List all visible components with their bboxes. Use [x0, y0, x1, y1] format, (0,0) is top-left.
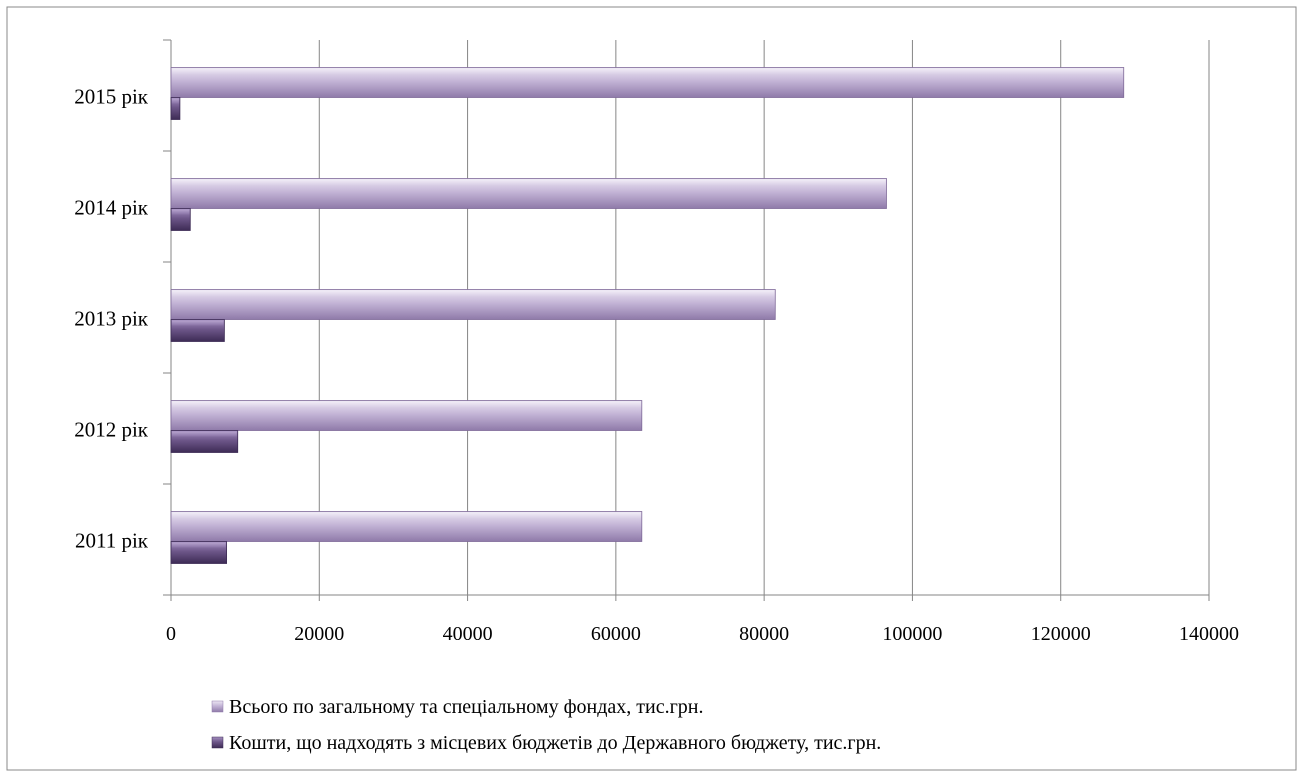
legend-entry-total: Всього по загальному та спеціальному фон… [211, 696, 704, 718]
legend-swatch-total [211, 700, 224, 713]
legend-swatch-transfers [211, 736, 224, 749]
bar-total-highlight [172, 68, 1123, 75]
chart-border [6, 6, 1297, 771]
x-tick-labels: 0 20000 40000 60000 80000 100000 120000 140000 [166, 623, 1239, 645]
bars [170, 67, 1125, 564]
x-tick-label: 80000 [739, 623, 789, 645]
bar-transfers-highlight [172, 209, 190, 215]
legend: Всього по загальному та спеціальному фон… [211, 696, 881, 754]
bar-transfers-5 [170, 97, 181, 120]
bar-transfers-highlight [172, 320, 224, 326]
category-label: 2012 рік [74, 418, 149, 442]
category-label: 2014 рік [74, 196, 149, 220]
bar-total-highlight [172, 401, 641, 408]
bar-total-highlight [172, 290, 775, 297]
legend-entry-transfers: Кошти, що надходять з місцевих бюджетів … [211, 732, 881, 754]
x-tick-label: 40000 [443, 623, 493, 645]
bar-transfers-highlight [172, 542, 226, 548]
bar-total-highlight [172, 512, 641, 519]
category-label: 2013 рік [74, 307, 149, 331]
category-label: 2011 рік [75, 529, 149, 553]
legend-label-total: Всього по загальному та спеціальному фон… [229, 696, 704, 718]
bar-total-highlight [172, 179, 886, 186]
category-labels: 2011 рік 2012 рік 2013 рік 2014 рік 2015 рік [74, 85, 149, 553]
bar-transfers-highlight [172, 98, 179, 104]
x-tick-label: 100000 [882, 623, 942, 645]
bar-transfers-highlight [172, 431, 237, 437]
x-tick-label: 0 [166, 623, 176, 645]
legend-label-transfers: Кошти, що надходять з місцевих бюджетів … [229, 732, 881, 754]
category-label: 2015 рік [74, 85, 149, 109]
x-tick-label: 20000 [294, 623, 344, 645]
x-tick-label: 120000 [1031, 623, 1091, 645]
x-tick-label: 60000 [591, 623, 641, 645]
x-tick-label: 140000 [1179, 623, 1239, 645]
